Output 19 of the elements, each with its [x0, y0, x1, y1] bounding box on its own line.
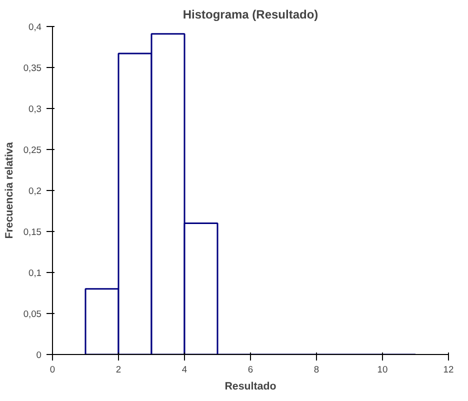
- y-tick-label: 0,1: [28, 268, 42, 278]
- x-tick-label: 12: [443, 364, 454, 374]
- y-tick-label: 0,4: [28, 22, 42, 32]
- x-axis-title: Resultado: [224, 380, 277, 392]
- x-tick-label: 2: [116, 364, 122, 374]
- y-tick-label: 0,15: [23, 227, 42, 237]
- y-tick-label: 0: [36, 350, 42, 360]
- x-tick-label: 4: [182, 364, 188, 374]
- y-tick-label: 0,35: [23, 63, 42, 73]
- y-tick-label: 0,25: [23, 145, 42, 155]
- y-tick-label: 0,05: [23, 309, 42, 319]
- x-tick-label: 8: [314, 364, 320, 374]
- y-tick-label: 0,3: [28, 104, 42, 114]
- x-tick-label: 6: [248, 364, 254, 374]
- y-axis-title: Frecuencia relativa: [3, 142, 16, 239]
- x-tick-label: 10: [377, 364, 388, 374]
- x-tick-label: 0: [50, 364, 56, 374]
- chart-title: Histograma (Resultado): [182, 8, 318, 22]
- y-tick-label: 0,2: [28, 186, 42, 196]
